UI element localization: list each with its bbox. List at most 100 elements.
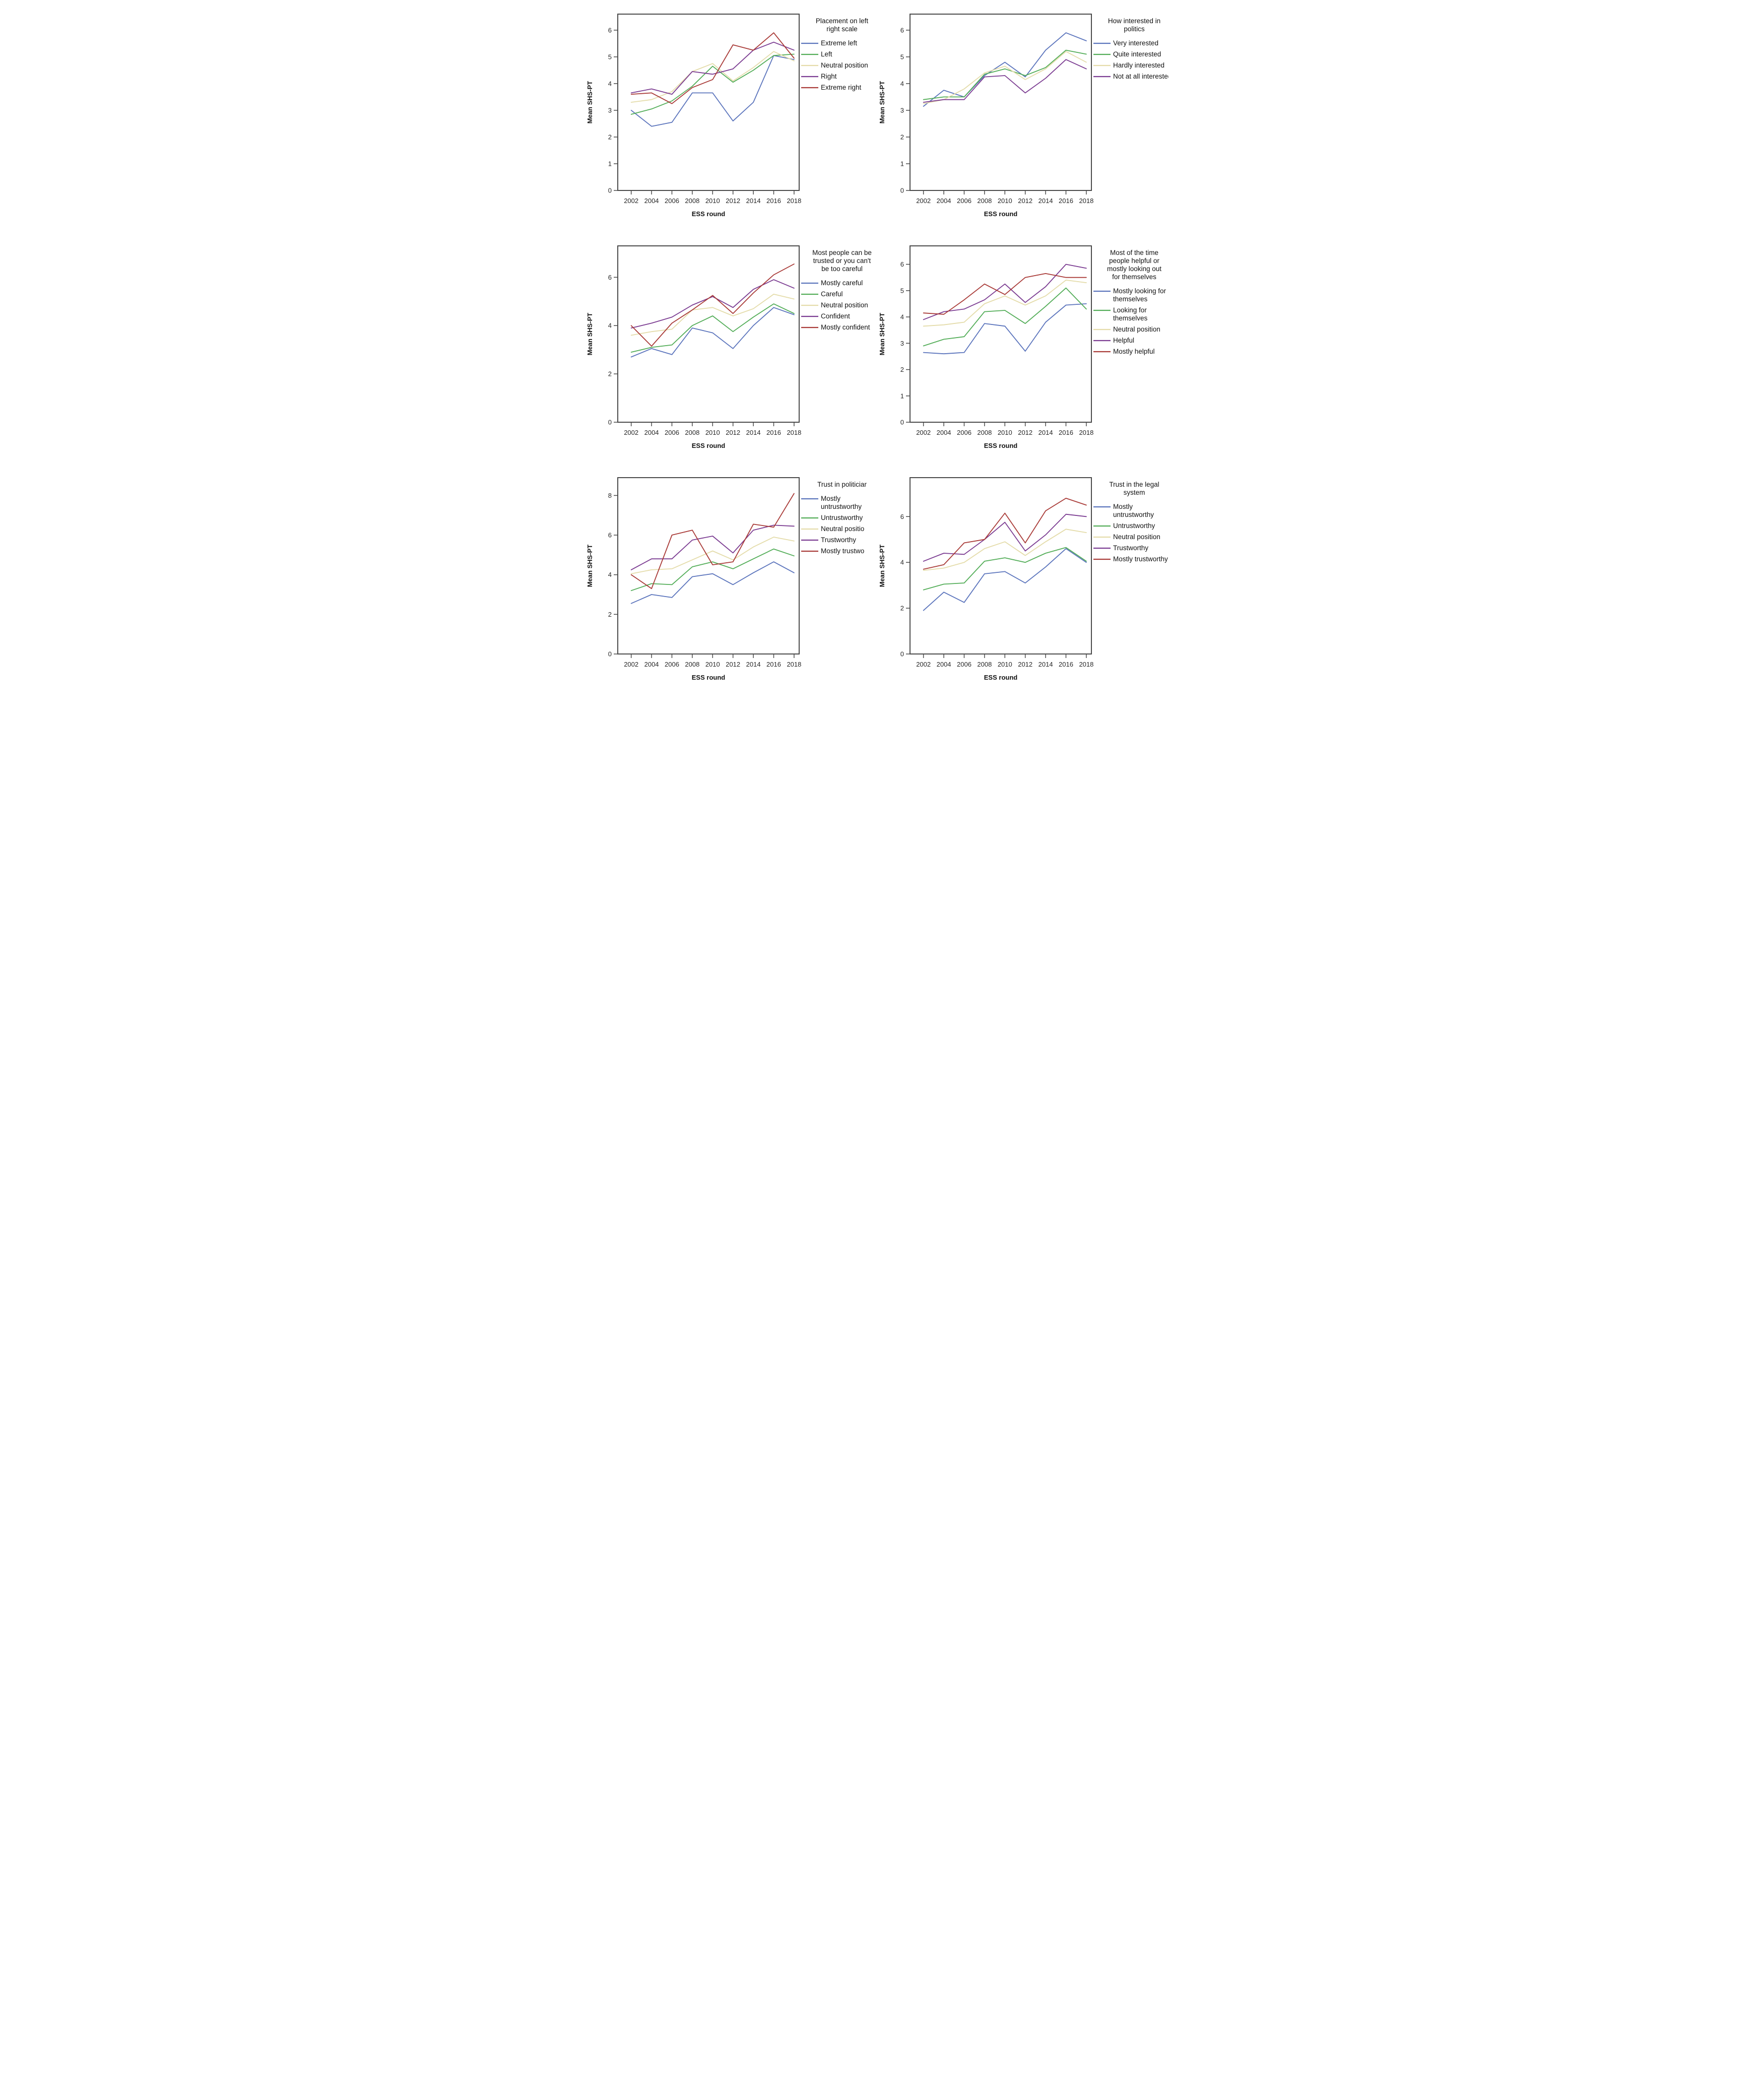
legend-item-label: Right (821, 73, 837, 80)
chart-panel-5: 0 2 4 6 8 2002 2004 2006 2008 2010 2012 2014 2016 201… (584, 466, 876, 697)
x-tick-label: 2004 (644, 197, 659, 205)
x-tick-label: 2008 (977, 429, 992, 436)
legend-item-label: Hardly interested (1113, 61, 1164, 69)
legend-item-label: Mostly trustwo (821, 547, 864, 555)
legend-item-label: Left (821, 50, 832, 58)
legend-title-line: right scale (826, 25, 858, 33)
series-line-helpful (923, 264, 1087, 320)
legend-item-label: Mostly (1113, 503, 1133, 510)
y-axis-title: Mean SHS-PT (878, 81, 886, 124)
x-tick-label: 2016 (1059, 429, 1073, 436)
x-tick-label: 2010 (997, 661, 1012, 668)
legend-title-line: for themselves (1112, 273, 1156, 281)
y-tick-label: 2 (900, 605, 903, 612)
chart-panel-4: 0 1 2 3 4 5 6 2002 2004 2006 2008 2010 2012 2014 2016 2… (876, 234, 1169, 466)
x-tick-label: 2004 (936, 197, 951, 205)
legend-item-label: Mostly helpful (1113, 348, 1155, 355)
x-tick-label: 2012 (1018, 661, 1032, 668)
x-tick-label: 2012 (1018, 429, 1032, 436)
series-line-untrustworthy (630, 548, 795, 592)
y-tick-label: 6 (900, 513, 903, 520)
y-tick-label: 6 (608, 274, 611, 281)
series-line-hardly-interested (923, 51, 1087, 104)
x-axis-title: ESS round (984, 442, 1017, 449)
series-line-untrustworthy (923, 547, 1087, 590)
series-line-extreme-left (630, 55, 795, 127)
series-line-mostly-untrustworthy (923, 548, 1087, 611)
series-line-mostly-helpful (923, 273, 1087, 315)
x-tick-label: 2018 (787, 661, 801, 668)
y-tick-label: 3 (900, 106, 903, 114)
chart-panel-2: 0 1 2 3 4 5 6 2002 2004 2006 2008 2010 2012 2014 2016 2… (876, 2, 1169, 234)
x-tick-label: 2012 (726, 197, 740, 205)
series-line-mostly-trustwo (630, 493, 795, 589)
plot-frame (617, 477, 800, 654)
x-tick-label: 2018 (1079, 661, 1093, 668)
y-tick-label: 0 (900, 419, 903, 426)
line-chart-2: 0 1 2 3 4 5 6 2002 2004 2006 2008 2010 2012 2014 2016 2… (878, 14, 1169, 218)
series-line-confident (630, 279, 795, 329)
x-tick-label: 2006 (957, 429, 971, 436)
y-tick-label: 5 (900, 53, 903, 60)
x-tick-label: 2010 (705, 661, 720, 668)
y-tick-label: 2 (608, 370, 611, 378)
legend-title-line: Trust in politiciar (817, 481, 867, 488)
legend-item-label: Very interested (1113, 39, 1158, 47)
x-tick-label: 2014 (746, 661, 760, 668)
y-tick-label: 0 (608, 187, 611, 194)
y-tick-label: 0 (900, 650, 903, 658)
series-line-trustworthy (630, 524, 795, 570)
legend-item-label: Careful (821, 290, 843, 298)
y-tick-label: 2 (608, 133, 611, 141)
y-tick-label: 0 (608, 419, 611, 426)
x-tick-label: 2004 (644, 661, 659, 668)
legend-item-label: Mostly confident (821, 323, 870, 331)
y-tick-label: 2 (900, 366, 903, 373)
legend-item-label: Extreme right (821, 84, 862, 91)
legend-item-label: themselves (1113, 295, 1148, 303)
series-line-looking-for-themselves (923, 287, 1087, 347)
y-tick-label: 0 (900, 187, 903, 194)
y-tick-label: 5 (900, 287, 903, 294)
x-tick-label: 2004 (644, 429, 659, 436)
legend-item-label: Helpful (1113, 337, 1134, 344)
y-tick-label: 0 (608, 650, 611, 658)
legend-title-line: Most people can be (812, 249, 872, 256)
x-tick-label: 2006 (665, 429, 679, 436)
x-tick-label: 2014 (1038, 661, 1053, 668)
x-tick-label: 2012 (1018, 197, 1032, 205)
y-tick-label: 4 (900, 313, 903, 321)
x-tick-label: 2016 (1059, 661, 1073, 668)
x-tick-label: 2008 (685, 661, 699, 668)
series-line-mostly-confident (630, 264, 795, 347)
x-tick-label: 2018 (787, 429, 801, 436)
series-line-mostly-looking-for-themselves (923, 303, 1087, 355)
series-line-not-at-all-interested (923, 59, 1087, 103)
x-axis-title: ESS round (691, 210, 725, 218)
x-tick-label: 2002 (916, 197, 931, 205)
legend-item-label: Mostly (821, 495, 840, 502)
x-tick-label: 2018 (787, 197, 801, 205)
y-axis-title: Mean SHS-PT (878, 313, 886, 356)
x-tick-label: 2012 (726, 429, 740, 436)
legend-title-line: Placement on left (815, 17, 868, 25)
series-line-extreme-right (630, 32, 795, 104)
x-tick-label: 2006 (957, 197, 971, 205)
x-tick-label: 2002 (624, 661, 638, 668)
legend-item-label: Untrustworthy (821, 514, 863, 521)
x-tick-label: 2004 (936, 661, 951, 668)
series-line-careful (630, 303, 795, 353)
line-chart-1: 0 1 2 3 4 5 6 2002 2004 2006 2008 2010 2012 2014 2016 2… (586, 14, 868, 218)
legend-item-label: Mostly looking for (1113, 287, 1166, 295)
y-tick-label: 6 (900, 260, 903, 268)
y-tick-label: 6 (608, 26, 611, 34)
line-chart-5: 0 2 4 6 8 2002 2004 2006 2008 2010 2012 2014 2016 201… (586, 477, 867, 681)
legend-item-label: Neutral position (821, 301, 868, 309)
y-tick-label: 3 (608, 106, 611, 114)
plot-frame (617, 245, 800, 423)
plot-frame (617, 14, 800, 191)
y-tick-label: 4 (608, 571, 611, 578)
legend-title-line: Most of the time (1110, 249, 1158, 256)
x-axis-title: ESS round (984, 210, 1017, 218)
y-tick-label: 4 (608, 322, 611, 330)
